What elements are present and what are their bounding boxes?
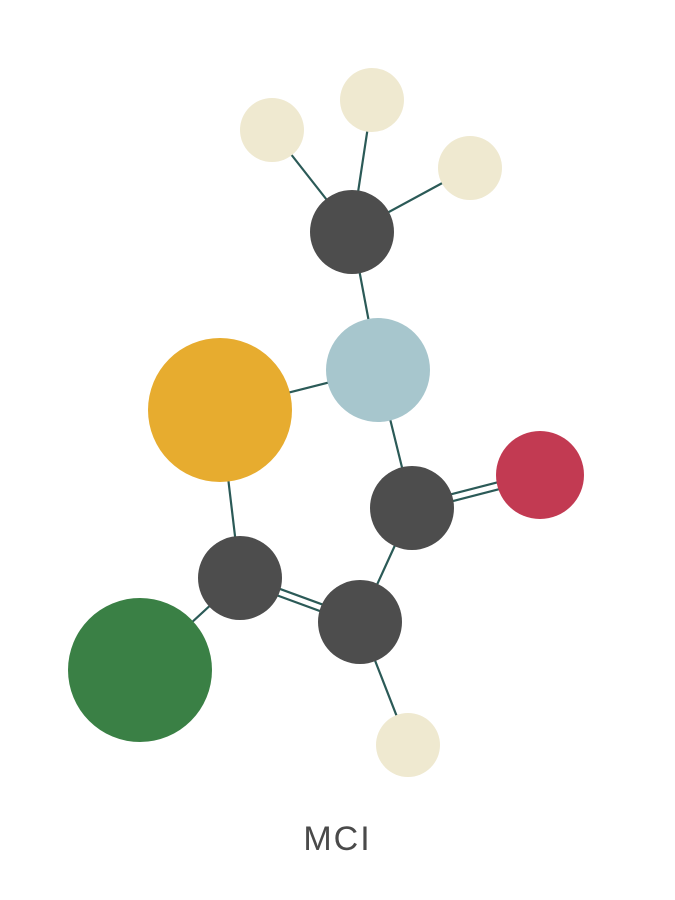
atom-cl [68, 598, 212, 742]
atom-n [326, 318, 430, 422]
atom-h [340, 68, 404, 132]
atom-h [376, 713, 440, 777]
atom-o [496, 431, 584, 519]
atom-c [370, 466, 454, 550]
atom-c [198, 536, 282, 620]
atom-c [310, 190, 394, 274]
atom-h [240, 98, 304, 162]
atom-c [318, 580, 402, 664]
atom-s [148, 338, 292, 482]
atoms-layer [68, 68, 584, 777]
atom-h [438, 136, 502, 200]
molecule-label: MCI [0, 820, 675, 859]
diagram-canvas: MCI [0, 0, 675, 900]
molecule-svg [0, 0, 675, 900]
